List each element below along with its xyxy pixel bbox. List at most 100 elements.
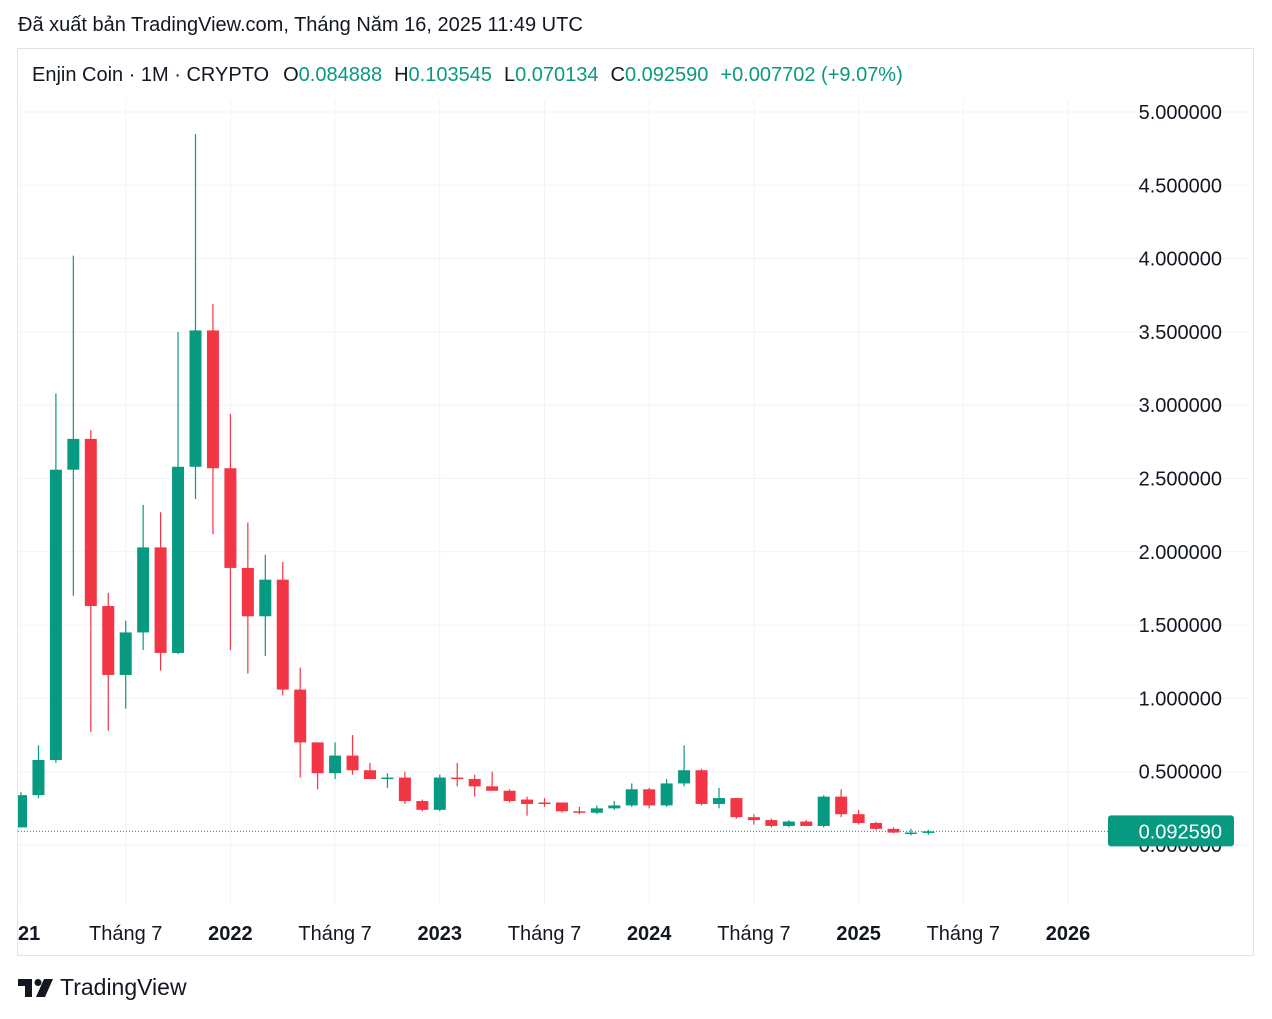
candle [555, 802, 568, 813]
candle-body [119, 632, 132, 675]
candle-body [695, 770, 708, 804]
y-tick-label: 4.000000 [1139, 249, 1222, 271]
candle [904, 828, 917, 836]
y-tick-label: 1.500000 [1139, 615, 1222, 637]
candle-body [852, 814, 865, 824]
tradingview-logo[interactable]: TradingView [18, 974, 187, 1001]
candle [451, 762, 464, 787]
candle-body [84, 438, 97, 607]
candle [32, 745, 45, 799]
candle-body [835, 796, 848, 815]
candle-body [486, 786, 499, 791]
x-tick-label: 2025 [836, 923, 881, 945]
candle [241, 522, 254, 674]
candle [590, 805, 603, 815]
candle-body [259, 579, 272, 617]
candle-body [451, 777, 464, 780]
candle-body [32, 759, 45, 796]
candle [660, 779, 673, 807]
low-label: L [503, 64, 516, 86]
candle [119, 620, 132, 709]
candle [922, 829, 935, 835]
candle [364, 762, 376, 780]
candle [102, 592, 115, 731]
time-axis: 21 Tháng 7 2022 Tháng 7 2023 Tháng 7 2024 Tháng… [18, 923, 1090, 945]
y-tick-label: 0.500000 [1139, 762, 1222, 784]
candle [172, 331, 185, 655]
candle-body [503, 790, 516, 802]
candle [67, 255, 80, 596]
candle-body [189, 330, 202, 467]
candle-body [241, 567, 254, 617]
candle-body [730, 798, 743, 818]
candle-body [608, 805, 621, 809]
candle [713, 787, 725, 809]
candle [730, 798, 743, 819]
last-price-badge-bg [1108, 815, 1234, 847]
tradingview-logo-icon [18, 978, 53, 997]
candle [608, 801, 621, 810]
open-label: O [283, 64, 299, 86]
y-tick-label: 5.000000 [1139, 102, 1222, 124]
candle-body [765, 820, 778, 826]
candle-body [433, 777, 446, 810]
candle-body [870, 823, 883, 829]
candle-body [555, 802, 568, 812]
candle [870, 821, 883, 831]
x-tick-label: Tháng 7 [298, 923, 371, 945]
x-tick-label: 2022 [208, 923, 253, 945]
candle [800, 820, 813, 826]
low-value: 0.070134 [515, 64, 599, 86]
candle-body [800, 821, 813, 826]
candle [468, 774, 481, 797]
candle [503, 789, 516, 803]
y-tick-label: 2.500000 [1139, 469, 1222, 491]
candle-body [643, 789, 656, 806]
candle-body [782, 821, 795, 826]
candle-body [137, 547, 150, 633]
candle-body [398, 777, 411, 802]
candle-body [521, 799, 534, 804]
candle [259, 554, 272, 656]
last-price-badge-group: 0.092590 [1108, 815, 1234, 847]
candle-body [538, 802, 551, 804]
candle [381, 773, 394, 788]
candle-body [625, 789, 638, 806]
last-price-badge-text: 0.092590 [1139, 821, 1222, 843]
y-tick-label: 3.500000 [1139, 322, 1222, 344]
chart-frame [17, 48, 1254, 956]
tradingview-brand: TradingView [60, 974, 187, 1000]
candle-body [102, 606, 115, 675]
candle [835, 789, 848, 818]
candle-body [922, 831, 935, 833]
candle [782, 820, 795, 828]
candle-body [49, 469, 62, 760]
x-tick-label: Tháng 7 [89, 923, 162, 945]
candle-body [416, 801, 429, 810]
candle [416, 799, 429, 812]
candle [206, 304, 219, 535]
x-tick-label: 2024 [627, 923, 672, 945]
candle [84, 430, 97, 733]
candle [747, 814, 760, 825]
y-tick-label: 2.000000 [1139, 542, 1222, 564]
candle [329, 742, 342, 780]
high-value: 0.103545 [408, 64, 492, 86]
candle [817, 795, 830, 828]
candle-body [329, 755, 342, 774]
x-tick-label: 21 [18, 923, 40, 945]
candle [625, 783, 638, 807]
candle-body [573, 811, 586, 813]
x-tick-label: Tháng 7 [717, 923, 790, 945]
price-axis: 5.000000 4.500000 4.000000 3.500000 3.000000… [1139, 102, 1222, 857]
candle [887, 827, 900, 834]
candle [678, 745, 691, 787]
candle [852, 809, 865, 825]
candle-body [276, 579, 289, 690]
candle [311, 742, 324, 790]
candle-body [713, 798, 725, 804]
y-tick-label: 1.000000 [1139, 688, 1222, 710]
grid-lines [18, 100, 1250, 905]
candle [49, 393, 62, 763]
